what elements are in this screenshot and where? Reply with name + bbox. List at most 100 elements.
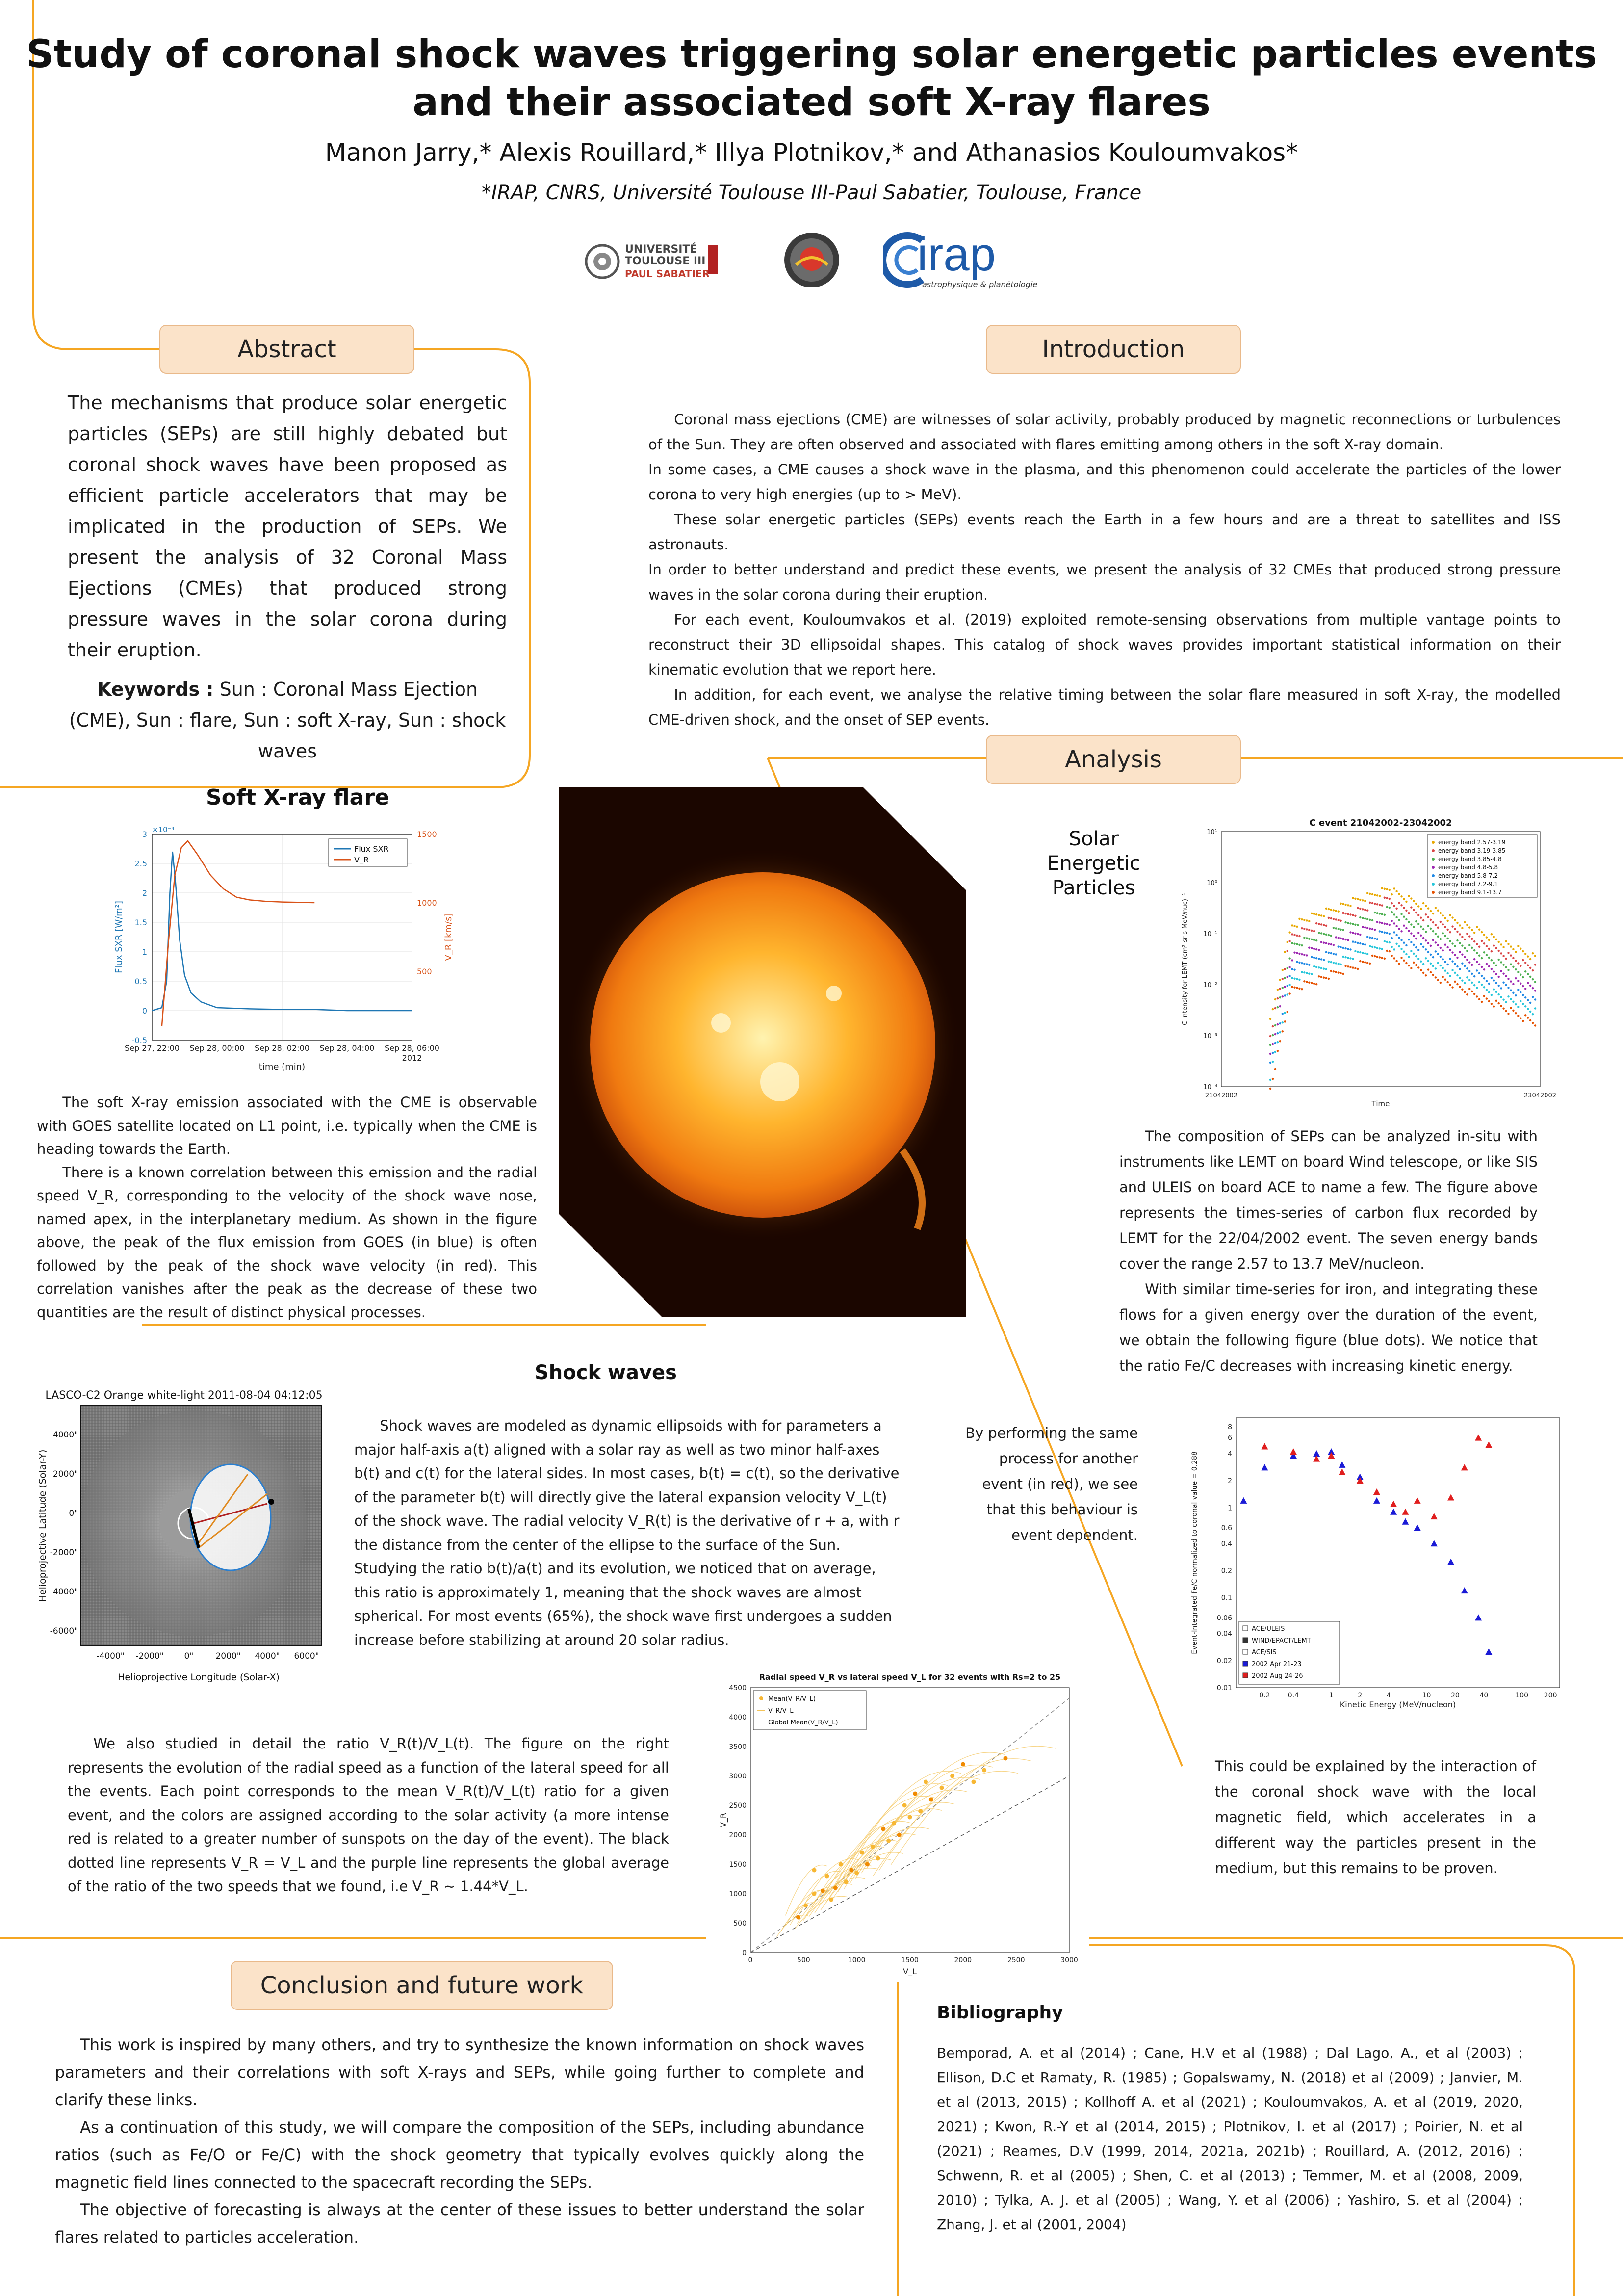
carbon-point [1364,961,1366,964]
carbon-point [1383,896,1386,899]
carbon-point [1317,914,1320,916]
carbon-point [1497,984,1500,987]
carbon-point [1352,940,1354,943]
carbon-point [1470,938,1473,940]
carbon-point [1388,932,1391,935]
carbon-point [1488,965,1491,968]
carbon-point [1393,931,1395,934]
carbon-point [1493,936,1495,938]
carbon-point [1529,984,1532,987]
carbon-point [1497,993,1500,996]
carbon-point [1311,929,1313,932]
carbon-point [1534,990,1537,992]
carbon-point [1368,918,1371,921]
carbon-point [1311,973,1313,976]
carbon-point [1373,893,1376,896]
carbon-point [1320,914,1323,917]
carbon-point [1327,934,1330,937]
carbon-point [1413,935,1415,938]
carbon-point [1507,969,1510,971]
carbon-point [1478,963,1481,965]
sxr-right-tick: 1000 [417,898,437,908]
carbon-point [1322,941,1325,944]
carbon-point [1337,928,1340,930]
carbon-point [1371,893,1374,896]
vrvl-point [902,1803,907,1808]
carbon-point [1500,987,1502,990]
carbon-point [1303,980,1306,983]
carbon-point [1534,1024,1537,1027]
vrvl-point [1003,1756,1008,1761]
sxr-left-tick: 0.5 [135,977,147,986]
sxr-legend-flux: Flux SXR [354,844,389,854]
carbon-point [1288,984,1291,986]
carbon-legend-item: energy band 5.8-7.2 [1438,872,1498,879]
irap-wordmark: irap [917,228,996,281]
carbon-point [1381,957,1384,959]
fec-legend-swatch [1242,1649,1248,1655]
carbon-point [1515,950,1517,953]
carbon-point [1534,955,1537,957]
vrvl-x-tick: 1000 [848,1957,866,1964]
fec-y-tick: 0.1 [1221,1594,1232,1602]
abstract-heading-text: Abstract [237,336,336,363]
carbon-point [1456,974,1459,977]
carbon-point [1340,919,1342,922]
carbon-point [1405,918,1408,921]
carbon-point [1427,968,1430,971]
sxr-x-tick: Sep 27, 22:00 [125,1044,180,1053]
carbon-point [1400,948,1403,950]
carbon-point [1419,908,1422,910]
carbon-point [1335,936,1337,939]
vrvl-point [865,1862,870,1867]
carbon-point [1340,902,1342,905]
carbon-point [1403,915,1405,918]
poster-title: Study of coronal shock waves triggering … [0,30,1623,127]
carbon-point [1510,989,1512,991]
carbon-point [1301,988,1303,991]
carbon-point [1352,932,1354,934]
carbon-point [1531,987,1534,990]
carbon-point [1364,943,1366,946]
carbon-point [1403,898,1405,900]
carbon-point [1529,975,1532,978]
carbon-point [1456,930,1459,933]
vrvl-point [838,1862,843,1867]
carbon-point [1449,931,1451,934]
carbon-xlabel: Time [1371,1099,1390,1106]
carbon-point [1507,1013,1510,1015]
carbon-point [1306,928,1308,931]
fec-point-apr [1390,1508,1397,1515]
carbon-point [1529,1010,1532,1013]
carbon-point [1398,901,1400,904]
carbon-point [1354,932,1357,935]
carbon-point [1269,1018,1272,1020]
carbon-point [1520,973,1522,976]
carbon-point [1500,1005,1502,1007]
carbon-point [1461,962,1464,965]
lasco-xlabel: Helioprojective Longitude (Solar-X) [118,1672,280,1683]
carbon-point [1315,957,1318,960]
carbon-point [1393,905,1395,907]
carbon-point [1488,982,1491,985]
carbon-point [1480,931,1483,934]
carbon-point [1325,942,1328,944]
carbon-point [1415,946,1417,949]
fec-point-aug [1289,1448,1297,1455]
carbon-point [1362,908,1364,911]
carbon-point [1276,1023,1279,1026]
carbon-point [1466,993,1468,996]
vr-vl-chart-svg: Radial speed V_R vs lateral speed V_L fo… [719,1672,1078,1977]
carbon-point [1405,900,1408,903]
vrvl-trail [861,1765,993,1874]
carbon-point [1446,946,1449,949]
carbon-point [1337,945,1340,948]
carbon-point [1529,1001,1532,1004]
carbon-point [1342,946,1344,949]
conclusion-p3: The objective of forecasting is always a… [55,2200,864,2246]
carbon-point [1357,941,1359,944]
vrvl-trail [799,1858,859,1913]
carbon-point [1478,928,1481,931]
carbon-point [1279,1022,1282,1025]
